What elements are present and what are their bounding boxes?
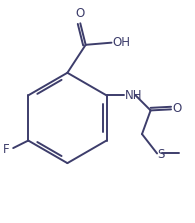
Text: NH: NH — [125, 89, 142, 102]
Text: O: O — [172, 101, 181, 115]
Text: S: S — [158, 148, 165, 161]
Text: O: O — [76, 7, 85, 20]
Text: F: F — [3, 143, 10, 156]
Text: OH: OH — [113, 36, 131, 49]
